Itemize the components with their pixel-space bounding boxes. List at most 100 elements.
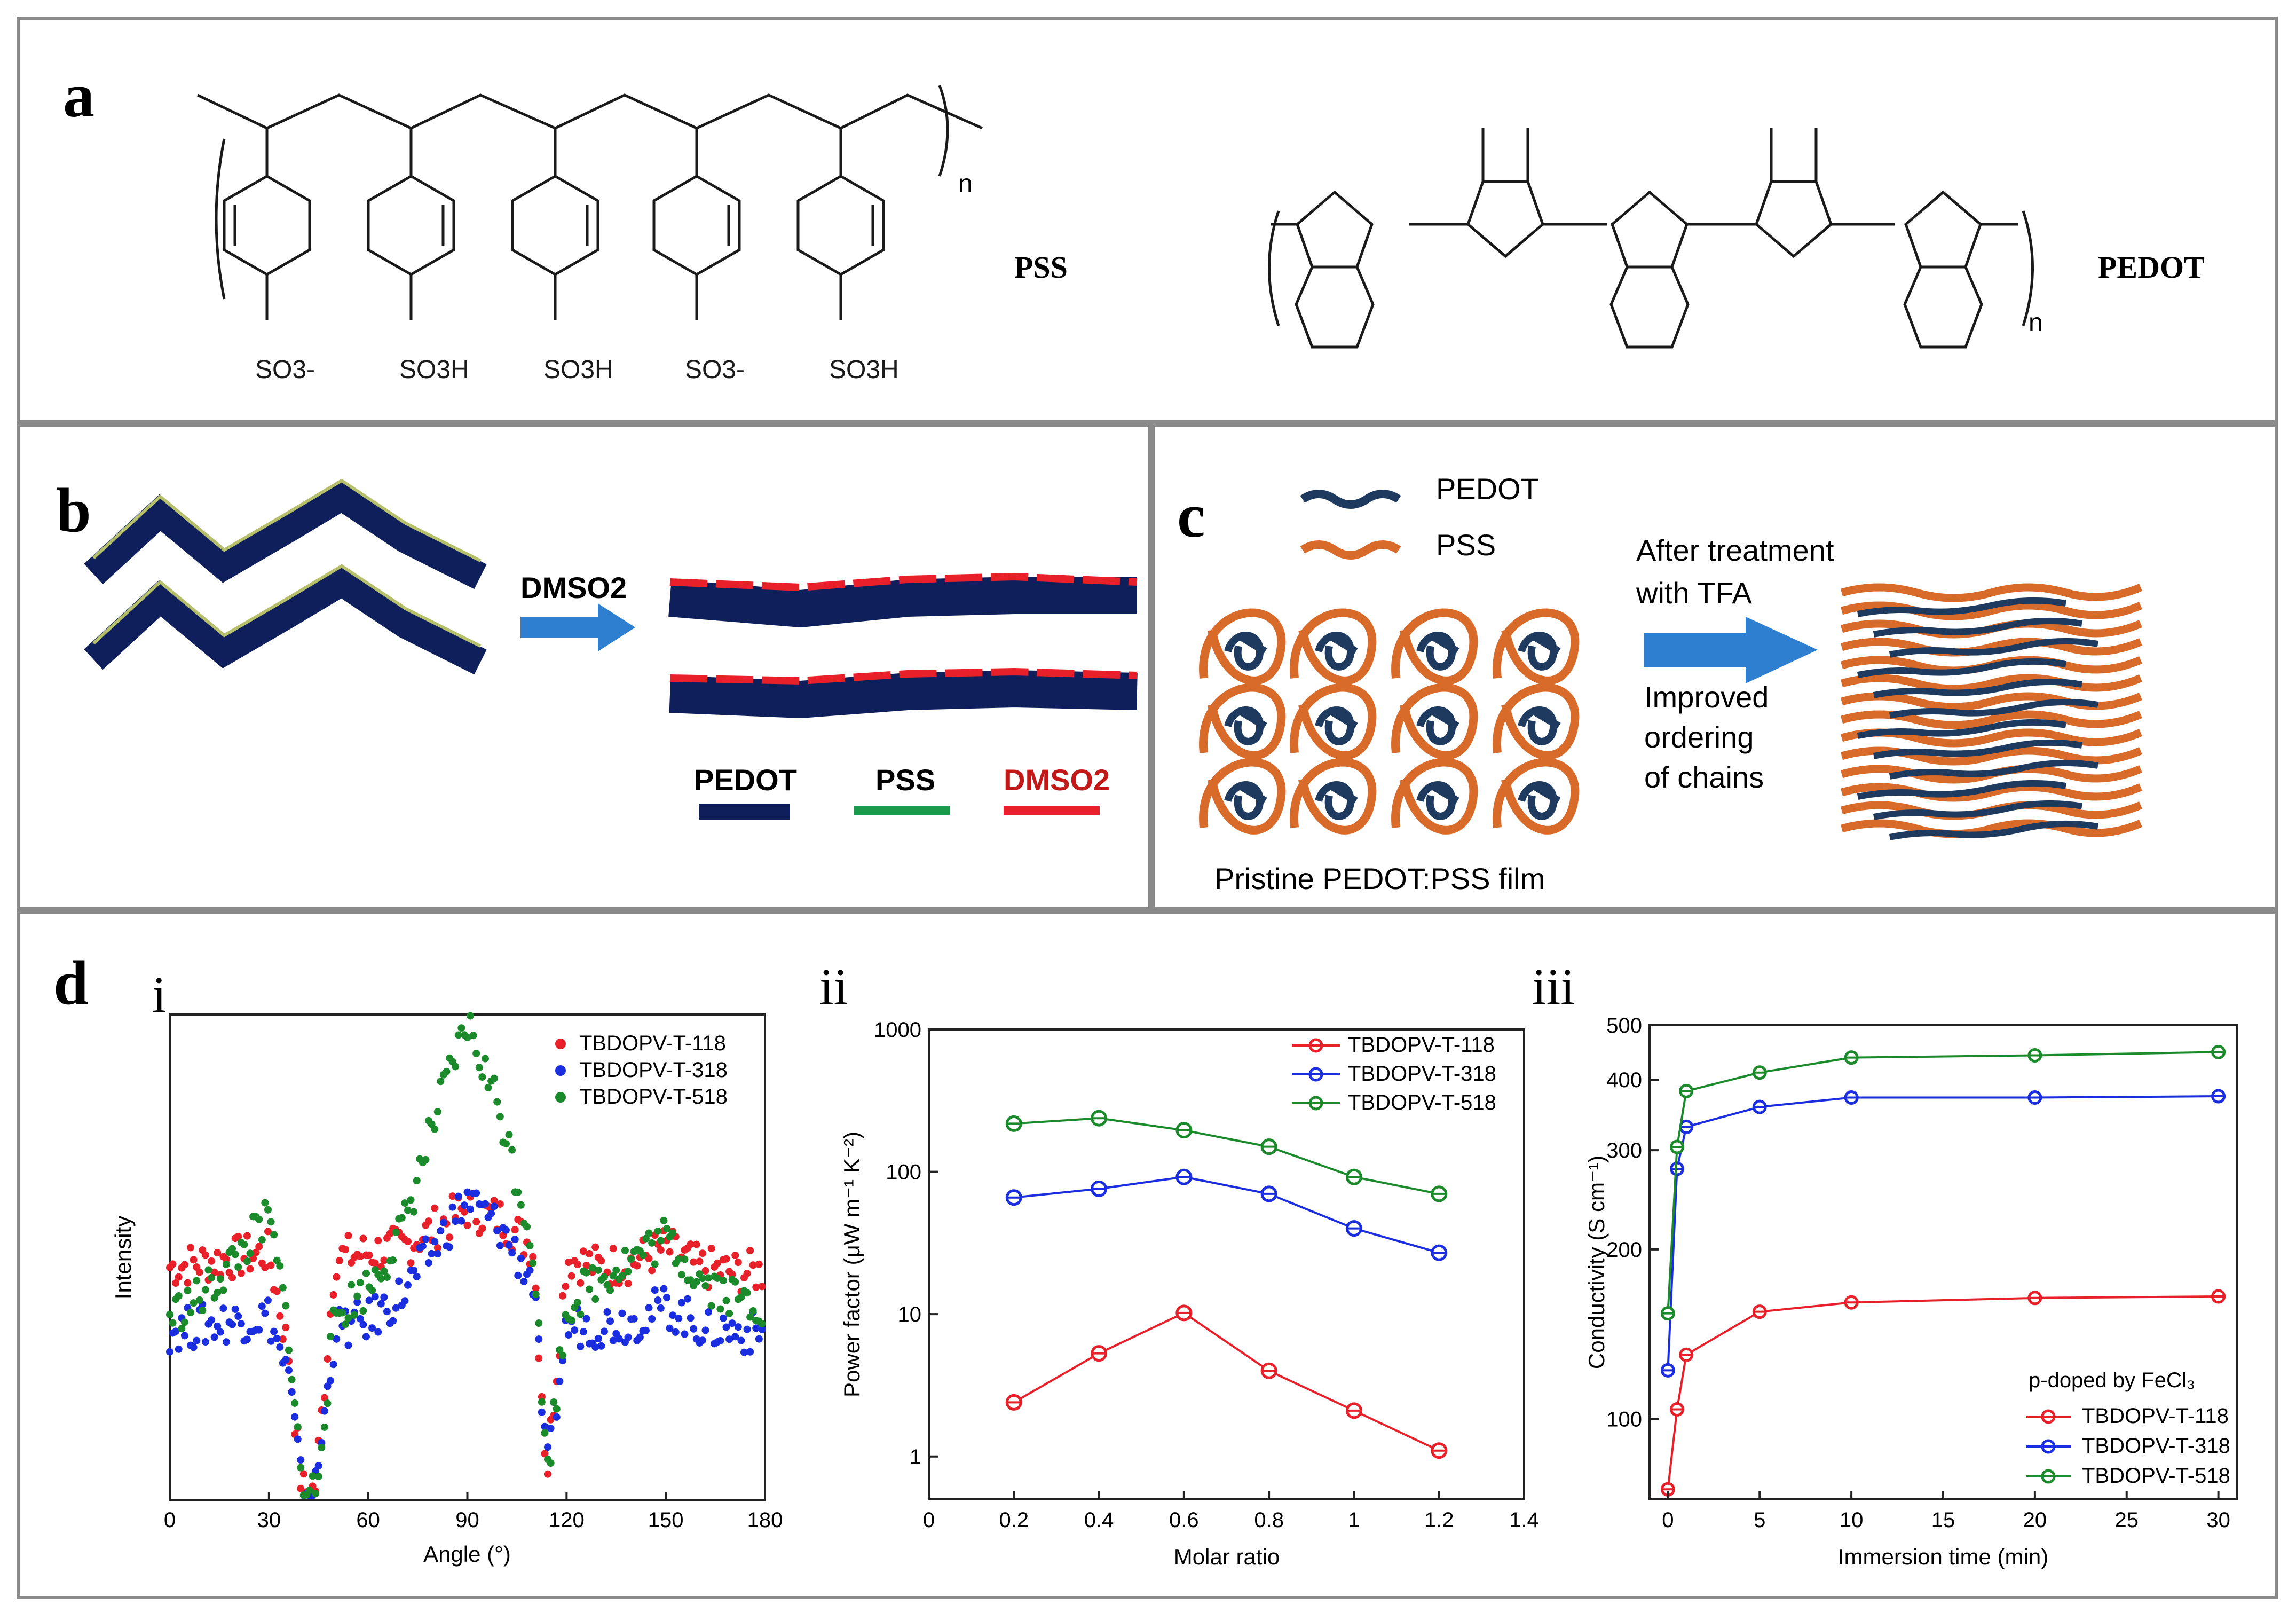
scatter-point bbox=[567, 1316, 575, 1324]
scatter-point bbox=[214, 1288, 222, 1296]
chart-intensity-vs-angle: 0 30 60 90 120 150 180 Angle (°) Intensity TBD… bbox=[111, 1012, 783, 1567]
scatter-point bbox=[180, 1261, 188, 1269]
scatter-point bbox=[267, 1261, 275, 1269]
pedot-chain bbox=[1857, 658, 2067, 678]
x-axis-label: Immersion time (min) bbox=[1838, 1544, 2048, 1569]
pedot-chain bbox=[1889, 820, 2099, 840]
scatter-point bbox=[255, 1243, 263, 1251]
scatter-point bbox=[243, 1257, 251, 1265]
scatter-point bbox=[547, 1459, 555, 1467]
scatter-point bbox=[698, 1336, 706, 1344]
sulfonate-label: SO3H bbox=[399, 356, 469, 384]
panel-label-a: a bbox=[63, 60, 94, 130]
tick-label: 0 bbox=[164, 1508, 176, 1532]
scatter-point bbox=[600, 1327, 608, 1335]
scatter-point bbox=[612, 1266, 620, 1274]
scatter-point bbox=[496, 1113, 504, 1121]
scatter-point bbox=[231, 1305, 239, 1313]
pss-chain bbox=[1840, 638, 2142, 657]
scatter-point bbox=[193, 1277, 201, 1285]
scatter-point bbox=[267, 1218, 275, 1226]
scatter-point bbox=[195, 1268, 203, 1276]
scatter-point bbox=[282, 1302, 290, 1310]
tick-label: 100 bbox=[886, 1161, 921, 1184]
tick-label: 200 bbox=[1606, 1238, 1642, 1262]
scatter-point bbox=[446, 1233, 454, 1241]
tick-label: 30 bbox=[2206, 1508, 2230, 1532]
scatter-point bbox=[398, 1214, 406, 1222]
scatter-point bbox=[645, 1229, 653, 1237]
scatter-point bbox=[532, 1290, 540, 1298]
scatter-point bbox=[719, 1277, 727, 1285]
scatter-point bbox=[314, 1473, 322, 1481]
scatter-point bbox=[579, 1247, 587, 1255]
scatter-point bbox=[594, 1335, 602, 1343]
scatter-point bbox=[648, 1315, 656, 1323]
scatter-point bbox=[288, 1375, 296, 1383]
scatter-point bbox=[508, 1146, 516, 1154]
panel-b-legend: PEDOT PSS DMSO2 bbox=[694, 763, 1110, 820]
scatter-point bbox=[201, 1251, 209, 1259]
scatter-point bbox=[469, 1032, 477, 1040]
scatter-point bbox=[573, 1299, 581, 1307]
scatter-point bbox=[716, 1305, 724, 1313]
scatter-point bbox=[505, 1241, 513, 1249]
scatter-point bbox=[356, 1279, 364, 1287]
scatter-point bbox=[600, 1273, 608, 1281]
legend-label: TBDOPV-T-518 bbox=[579, 1085, 728, 1108]
scatter-point bbox=[690, 1258, 698, 1266]
scatter-point bbox=[374, 1237, 382, 1245]
scatter-point bbox=[496, 1241, 504, 1249]
arrow-bottom-line-3: of chains bbox=[1644, 760, 1764, 794]
scatter-point bbox=[454, 1031, 462, 1039]
scatter-point bbox=[282, 1356, 290, 1364]
scatter-point bbox=[556, 1377, 564, 1385]
scatter-point bbox=[740, 1348, 748, 1356]
scatter-point bbox=[172, 1279, 180, 1287]
scatter-point bbox=[591, 1243, 599, 1251]
scatter-point bbox=[490, 1074, 498, 1082]
scatter-point bbox=[597, 1257, 605, 1265]
legend-label-pedot: PEDOT bbox=[694, 763, 797, 797]
pss-chain bbox=[1840, 674, 2142, 693]
pedot-chain bbox=[1889, 698, 2099, 719]
scatter-point bbox=[324, 1355, 332, 1363]
tick-label: 150 bbox=[648, 1508, 684, 1532]
scatter-point bbox=[380, 1267, 388, 1275]
scatter-point bbox=[401, 1297, 409, 1305]
scatter-point bbox=[514, 1271, 522, 1279]
scatter-point bbox=[526, 1241, 534, 1249]
scatter-point bbox=[511, 1226, 519, 1234]
scatter-point bbox=[237, 1320, 245, 1328]
scatter-point bbox=[172, 1327, 180, 1335]
scatter-point bbox=[463, 1188, 471, 1196]
scatter-point bbox=[520, 1277, 528, 1285]
scatter-point bbox=[639, 1251, 647, 1259]
panel-b-frame bbox=[17, 423, 1151, 910]
scatter-point bbox=[529, 1253, 537, 1261]
scatter-point bbox=[731, 1278, 739, 1286]
pss-chain bbox=[1840, 583, 2142, 602]
scatter-point bbox=[541, 1422, 549, 1430]
scatter-point bbox=[410, 1267, 418, 1275]
pedot-name: PEDOT bbox=[2098, 250, 2205, 285]
scatter-point bbox=[615, 1335, 623, 1343]
scatter-point bbox=[199, 1307, 207, 1315]
scatter-point bbox=[701, 1326, 709, 1334]
legend-label: TBDOPV-T-118 bbox=[1348, 1033, 1495, 1057]
scatter-point bbox=[523, 1223, 531, 1231]
scatter-point bbox=[582, 1269, 590, 1277]
pedot-coil bbox=[1224, 706, 1267, 745]
scatter-point bbox=[404, 1281, 412, 1289]
legend-swatch-pedot bbox=[699, 804, 790, 820]
scatter-point bbox=[204, 1266, 212, 1274]
pedot-coil bbox=[1315, 632, 1358, 671]
pedot-coil bbox=[1224, 781, 1267, 820]
scatter-point bbox=[591, 1295, 599, 1303]
scatter-point bbox=[588, 1264, 596, 1272]
pss-rings bbox=[223, 128, 885, 320]
scatter-point bbox=[433, 1249, 441, 1257]
pss-chain bbox=[1840, 710, 2142, 729]
scatter-point bbox=[190, 1343, 198, 1351]
scatter-point bbox=[651, 1286, 659, 1294]
